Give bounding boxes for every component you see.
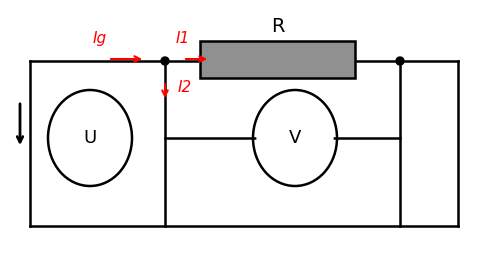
Circle shape bbox=[161, 57, 169, 65]
Text: U: U bbox=[84, 129, 97, 147]
Text: Ig: Ig bbox=[93, 31, 107, 46]
Text: I2: I2 bbox=[178, 80, 192, 95]
Text: R: R bbox=[271, 16, 285, 36]
Bar bbox=[200, 41, 355, 78]
Circle shape bbox=[396, 57, 404, 65]
Text: I1: I1 bbox=[176, 31, 190, 46]
Ellipse shape bbox=[256, 94, 334, 182]
Text: V: V bbox=[289, 129, 301, 147]
Ellipse shape bbox=[52, 94, 129, 182]
